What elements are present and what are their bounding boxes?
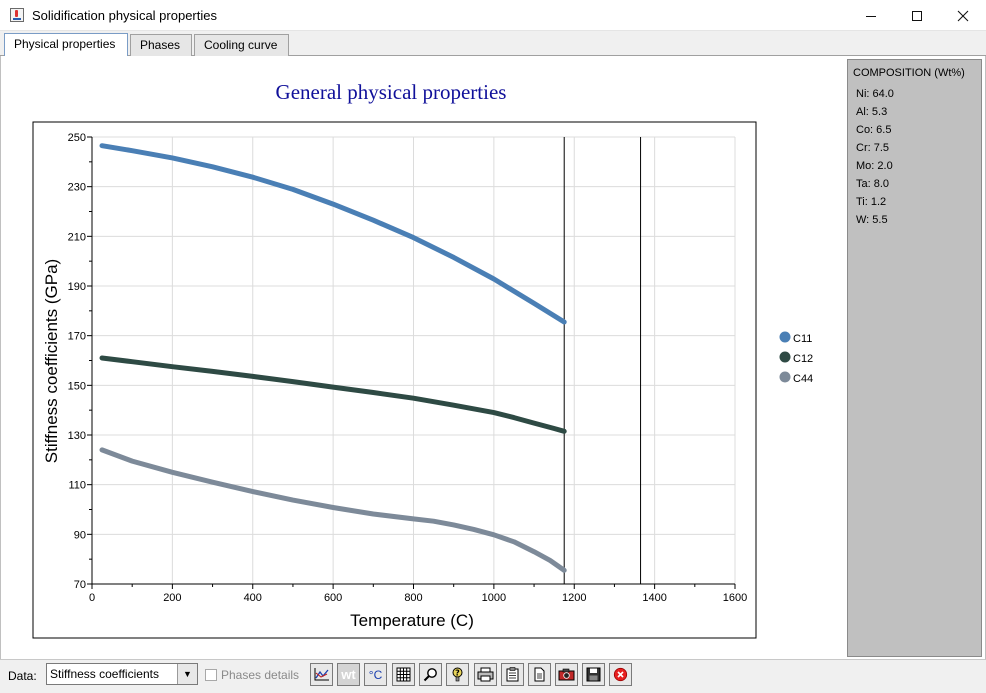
composition-panel: COMPOSITION (Wt%) Ni: 64.0 Al: 5.3 Co: 6… [847, 59, 982, 657]
y-axis-label: Stiffness coefficients (GPa) [42, 259, 61, 463]
stop-icon[interactable] [609, 663, 632, 686]
legend-marker-c44 [779, 371, 791, 383]
legend-label-c12: C12 [793, 353, 813, 365]
composition-item-mo: Mo: 2.0 [856, 160, 893, 172]
window-titlebar: Solidification physical properties [0, 0, 986, 31]
y-tick-label: 90 [74, 529, 86, 541]
x-tick-label: 0 [89, 592, 95, 604]
chart-axes: 70 90 110 130 150 170 190 210 230 250 0 200 400 600 80… [68, 132, 748, 604]
chart-frame [32, 121, 757, 639]
bottom-toolbar: Data: Stiffness coefficients ▼ Phases de… [0, 659, 986, 693]
legend-label-c11: C11 [793, 333, 812, 345]
print-icon[interactable] [474, 663, 497, 686]
x-axis-label: Temperature (C) [350, 611, 474, 630]
camera-icon[interactable] [555, 663, 578, 686]
celsius-button[interactable]: °C [364, 663, 387, 686]
tab-cooling-curve[interactable]: Cooling curve [194, 34, 289, 56]
document-icon[interactable] [528, 663, 551, 686]
phases-details-checkbox[interactable] [205, 669, 217, 681]
y-tick-label: 70 [74, 579, 86, 591]
x-tick-label: 400 [244, 592, 262, 604]
java-icon [10, 8, 24, 22]
x-tick-label: 600 [324, 592, 342, 604]
help-icon[interactable]: ? [446, 663, 469, 686]
wt-button: wt [337, 663, 360, 686]
composition-item-ti: Ti: 1.2 [856, 196, 887, 208]
y-tick-label: 110 [68, 480, 86, 492]
grid-icon[interactable] [392, 663, 415, 686]
minimize-icon[interactable] [848, 0, 894, 31]
chart-series [99, 137, 642, 584]
series-line-c44 [99, 447, 567, 573]
y-tick-label: 250 [68, 132, 86, 144]
chart-legend: C11 C12 C44 [779, 331, 813, 385]
phases-details-label: Phases details [221, 668, 300, 682]
x-tick-label: 1400 [642, 592, 666, 604]
x-tick-label: 1600 [723, 592, 747, 604]
chevron-down-icon[interactable]: ▼ [177, 664, 197, 684]
y-tick-label: 150 [68, 380, 86, 392]
clipboard-icon[interactable] [501, 663, 524, 686]
close-icon[interactable] [940, 0, 986, 31]
legend-marker-c12 [779, 351, 791, 363]
composition-item-al: Al: 5.3 [856, 106, 888, 118]
legend-marker-c11 [779, 331, 791, 343]
x-tick-label: 1200 [562, 592, 586, 604]
x-tick-label: 800 [404, 592, 422, 604]
composition-item-cr: Cr: 7.5 [856, 142, 890, 154]
x-tick-label: 200 [163, 592, 181, 604]
data-label: Data: [8, 669, 37, 683]
composition-item-w: W: 5.5 [856, 214, 888, 226]
data-select-value: Stiffness coefficients [50, 667, 159, 681]
tab-physical-properties[interactable]: Physical properties [4, 33, 128, 57]
composition-item-co: Co: 6.5 [856, 124, 892, 136]
y-tick-label: 210 [68, 231, 86, 243]
save-icon[interactable] [582, 663, 605, 686]
composition-item-ni: Ni: 64.0 [856, 88, 894, 100]
window-title: Solidification physical properties [32, 8, 217, 23]
composition-item-ta: Ta: 8.0 [856, 178, 890, 190]
y-tick-label: 190 [68, 281, 86, 293]
tab-phases[interactable]: Phases [130, 34, 192, 56]
chart-grid [91, 136, 736, 585]
chart-settings-icon[interactable] [310, 663, 333, 686]
y-tick-label: 170 [68, 331, 86, 343]
svg-text:?: ? [455, 669, 460, 678]
zoom-icon[interactable] [419, 663, 442, 686]
series-line-c12 [99, 355, 567, 434]
y-tick-label: 230 [68, 182, 86, 194]
tab-strip: Physical properties Phases Cooling curve [0, 31, 986, 57]
composition-list: Ni: 64.0 Al: 5.3 Co: 6.5 Cr: 7.5 Mo: 2.0… [856, 85, 894, 229]
series-line-c11 [99, 143, 567, 325]
x-tick-label: 1000 [482, 592, 506, 604]
maximize-icon[interactable] [894, 0, 940, 31]
composition-title: COMPOSITION (Wt%) [853, 67, 965, 79]
chart-title: General physical properties [276, 80, 507, 104]
legend-label-c44: C44 [793, 373, 813, 385]
y-tick-label: 130 [68, 430, 86, 442]
data-select[interactable]: Stiffness coefficients ▼ [46, 663, 198, 685]
chart: General physical properties 70 90 110 130 15… [32, 80, 813, 639]
